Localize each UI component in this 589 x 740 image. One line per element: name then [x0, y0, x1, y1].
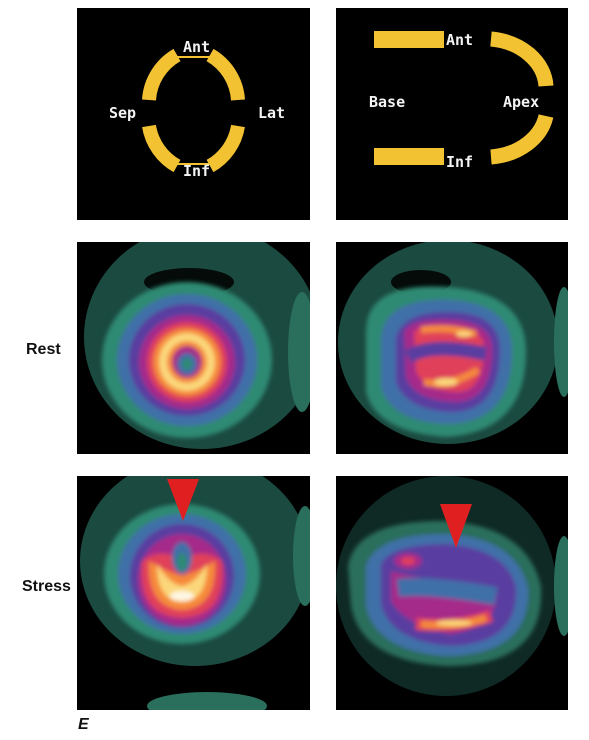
stress-short-axis-scan	[77, 476, 310, 710]
label-apex: Apex	[503, 93, 539, 111]
apex-arc-bottom	[490, 114, 554, 165]
bar-anterior	[374, 31, 444, 48]
label-inf: Inf	[183, 162, 210, 180]
label-ant: Ant	[183, 38, 210, 56]
defect-arrow-icon	[440, 504, 472, 548]
ring-segment-sep-inf	[142, 124, 181, 173]
stress-long-axis-image	[336, 476, 568, 696]
row-label-stress: Stress	[22, 578, 71, 595]
short-axis-diagram: Ant Sep Lat Inf	[109, 38, 285, 180]
label-base: Base	[369, 93, 405, 111]
ring-segment-ant-sep	[142, 48, 181, 101]
short-axis-diagram-panel: Ant Sep Lat Inf	[77, 8, 310, 220]
stress-long-axis-scan	[336, 476, 568, 710]
long-axis-diagram: Ant Base Apex Inf	[369, 31, 554, 171]
label-lat: Lat	[258, 104, 285, 122]
rest-long-axis-image	[338, 242, 568, 444]
rest-short-axis-scan	[77, 242, 310, 454]
apex-arc-top	[490, 31, 554, 87]
figure-label: E	[78, 716, 89, 733]
label-inf: Inf	[446, 153, 473, 171]
stress-short-axis-image	[80, 476, 310, 710]
label-sep: Sep	[109, 104, 136, 122]
ring-segment-lat-inf	[206, 124, 245, 173]
rest-short-axis-image	[84, 242, 310, 449]
rest-long-axis-scan	[336, 242, 568, 454]
defect-arrow-icon	[167, 479, 199, 521]
long-axis-diagram-panel: Ant Base Apex Inf	[336, 8, 568, 220]
label-ant: Ant	[446, 31, 473, 49]
bar-inferior	[374, 148, 444, 165]
row-label-rest: Rest	[26, 341, 61, 358]
ring-segment-ant-lat	[206, 48, 245, 101]
